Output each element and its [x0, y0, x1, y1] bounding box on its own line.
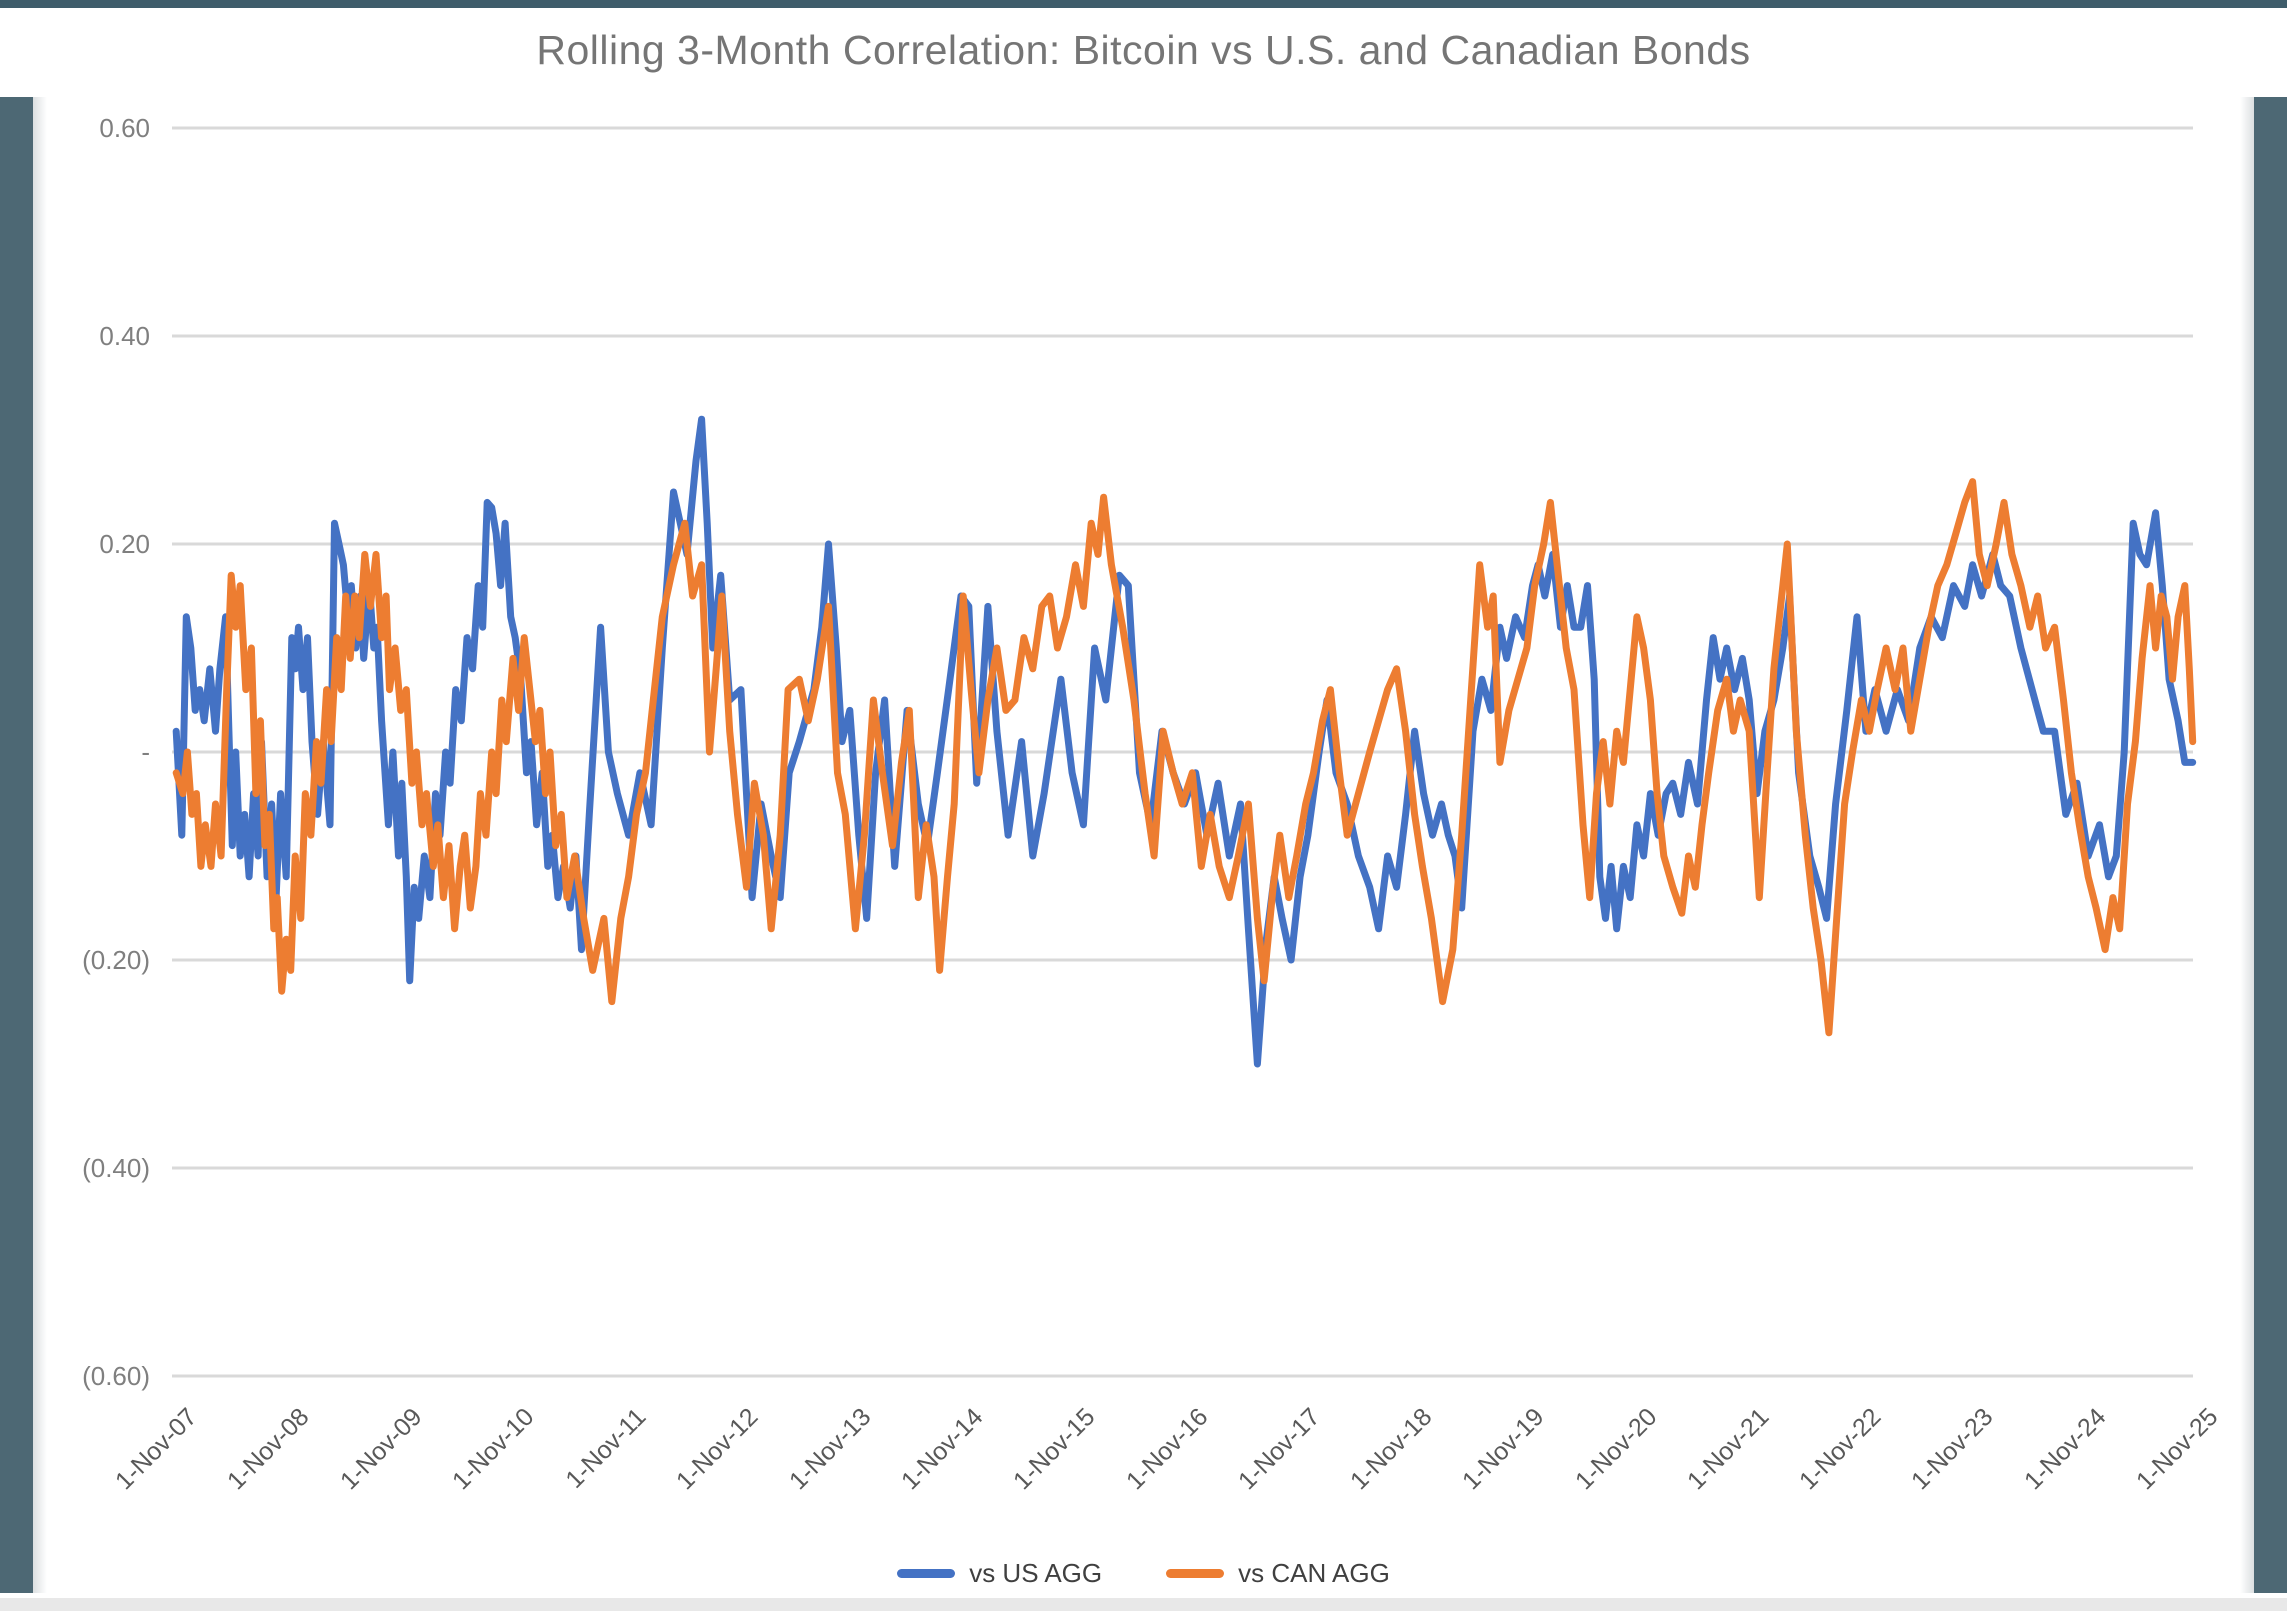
legend: vs US AGG vs CAN AGG — [0, 1552, 2287, 1594]
y-axis-tick-label: 0.60 — [99, 113, 150, 143]
y-axis-tick-label: 0.20 — [99, 529, 150, 559]
top-accent-bar — [0, 0, 2287, 8]
legend-item-us-agg: vs US AGG — [897, 1558, 1102, 1589]
chart-title: Rolling 3-Month Correlation: Bitcoin vs … — [536, 27, 1751, 73]
legend-label-can-agg: vs CAN AGG — [1238, 1557, 1390, 1588]
legend-item-can-agg: vs CAN AGG — [1166, 1558, 1390, 1589]
right-accent-bar — [2254, 97, 2287, 1593]
series-line-us-agg — [172, 415, 2197, 1068]
series-line-can-agg — [172, 478, 2197, 1037]
y-axis-tick-label: (0.60) — [82, 1361, 150, 1391]
bottom-strip — [0, 1598, 2287, 1611]
y-axis-tick-label: (0.20) — [82, 945, 150, 975]
left-accent-bar — [0, 97, 33, 1593]
y-axis-tick-label: (0.40) — [82, 1153, 150, 1183]
legend-swatch-can-agg — [1166, 1568, 1225, 1578]
y-axis-tick-label: 0.40 — [99, 321, 150, 351]
y-axis-tick-label: - — [141, 737, 150, 767]
legend-label-us-agg: vs US AGG — [969, 1557, 1103, 1588]
legend-swatch-us-agg — [897, 1568, 956, 1578]
